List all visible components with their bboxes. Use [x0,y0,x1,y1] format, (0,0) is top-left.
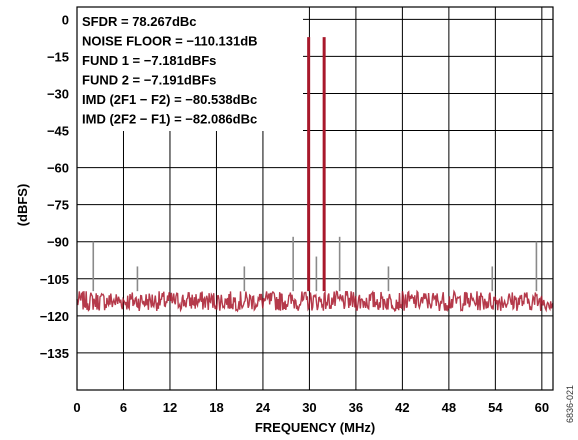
annotations: SFDR = 78.267dBc NOISE FLOOR = −110.131dB… [82,14,258,127]
x-tick-label: 18 [209,400,223,415]
annotation-line: IMD (2F2 − F1) = −82.086dBc [82,112,257,127]
annotation-line: IMD (2F1 − F2) = −80.538dBc [82,92,257,107]
x-tick-label: 60 [535,400,549,415]
y-tick-label: 0 [62,12,69,27]
x-tick-label: 12 [163,400,177,415]
spectrum-trace [76,37,554,313]
y-tick-label: −30 [47,86,69,101]
x-tick-label: 48 [442,400,456,415]
x-tick-label: 30 [302,400,316,415]
figure-id: 6836-021 [565,385,575,423]
y-tick-label: −90 [47,235,69,250]
x-tick-label: 42 [395,400,409,415]
x-tick-label: 54 [488,400,503,415]
x-tick-label: 6 [120,400,127,415]
y-tick-label: −15 [47,49,69,64]
annotation-box [77,7,303,131]
x-tick-label: 0 [73,400,80,415]
annotation-line: FUND 1 = −7.181dBFs [82,53,216,68]
y-tick-labels: 0 −15 −30 −45 −60 −75 −90 −105 −120 −135 [40,12,69,361]
plot-frame [76,6,554,391]
y-tick-label: −105 [40,272,69,287]
x-tick-label: 24 [256,400,271,415]
y-tick-label: −135 [40,346,69,361]
noise-floor-trace [76,289,554,313]
x-axis-title: FREQUENCY (MHz) [255,420,375,435]
y-axis-title: (dBFS) [15,184,30,227]
annotation-line: SFDR = 78.267dBc [82,14,197,29]
y-tick-label: −120 [40,309,69,324]
y-tick-label: −75 [47,198,69,213]
y-tick-label: −45 [47,124,69,139]
annotation-line: FUND 2 = −7.191dBFs [82,73,216,88]
y-tick-label: −60 [47,161,69,176]
x-tick-labels: 0 6 12 18 24 30 36 42 48 54 60 [73,400,549,415]
annotation-line: NOISE FLOOR = −110.131dB [82,34,258,49]
x-tick-label: 36 [349,400,363,415]
